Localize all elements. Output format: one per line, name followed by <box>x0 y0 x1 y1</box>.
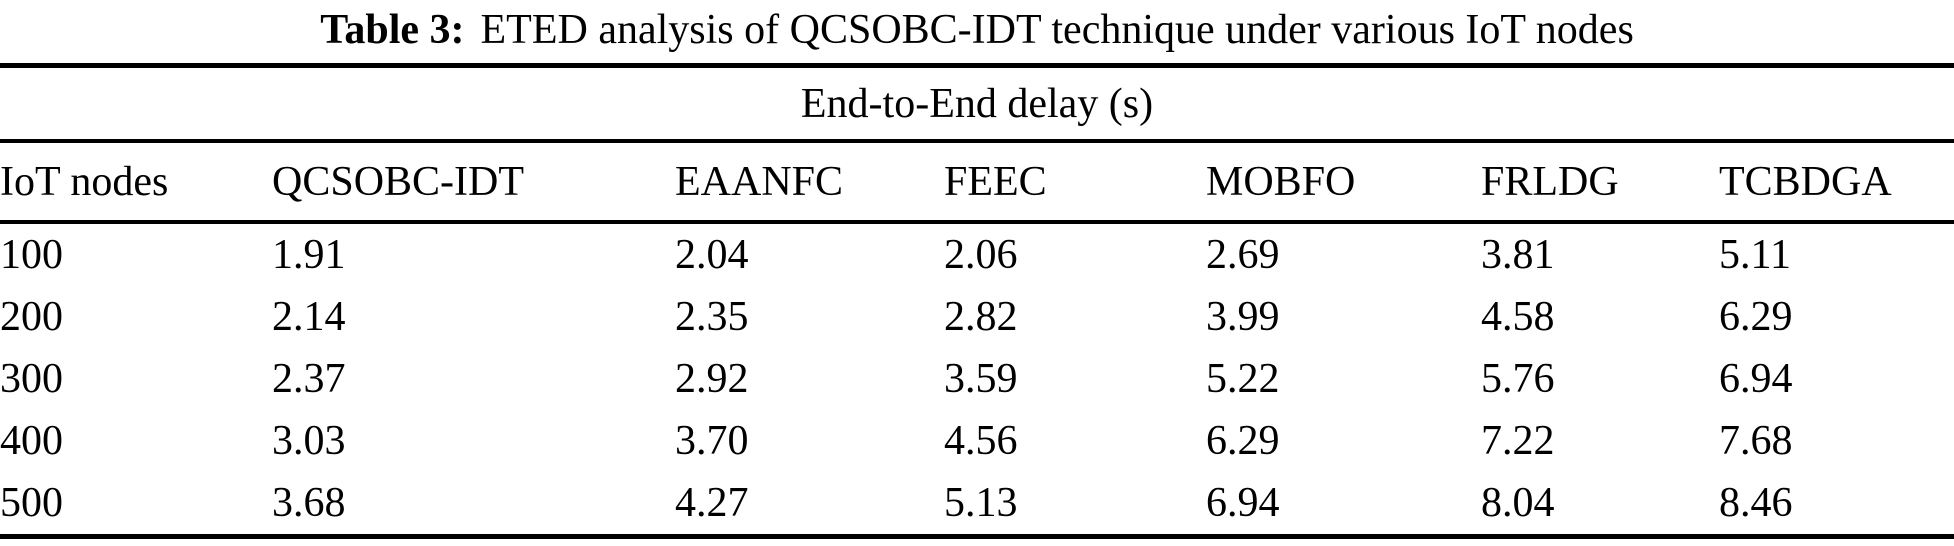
column-header: TCBDGA <box>1719 141 1954 224</box>
span-header-cell: End-to-End delay (s) <box>0 65 1954 143</box>
span-header-row: End-to-End delay (s) <box>0 65 1954 143</box>
table-cell: 3.59 <box>944 356 1018 402</box>
column-header: FEEC <box>944 141 1206 224</box>
table-cell: 2.82 <box>944 294 1018 340</box>
table-cell: 2.92 <box>675 356 749 402</box>
table-cell: 4.56 <box>944 418 1018 464</box>
table-caption-label: Table 3: <box>320 7 465 53</box>
column-header-row: IoT nodes QCSOBC-IDT EAANFC FEEC MOBFO FRLDG T… <box>0 141 1954 224</box>
eted-analysis-table: End-to-End delay (s) IoT nodes QCSOBC-IDT… <box>0 63 1954 539</box>
table-cell: 4.27 <box>675 480 749 526</box>
table-cell: 2.35 <box>675 294 749 340</box>
table-row: 300 2.37 2.92 3.59 5.22 5.76 6.94 <box>0 348 1954 410</box>
column-header: IoT nodes <box>0 141 272 224</box>
table-cell: 5.76 <box>1481 356 1555 402</box>
table-cell: 5.13 <box>944 480 1018 526</box>
table-cell: 2.69 <box>1206 232 1280 278</box>
column-header: MOBFO <box>1206 141 1481 224</box>
row-header-cell: 400 <box>0 418 63 464</box>
row-header-cell: 300 <box>0 356 63 402</box>
table-cell: 1.91 <box>272 232 346 278</box>
table-cell: 2.14 <box>272 294 346 340</box>
table-cell: 3.68 <box>272 480 346 526</box>
table-cell: 5.22 <box>1206 356 1280 402</box>
table-cell: 7.68 <box>1719 418 1793 464</box>
row-header-cell: 200 <box>0 294 63 340</box>
table-cell: 7.22 <box>1481 418 1555 464</box>
table-cell: 3.99 <box>1206 294 1280 340</box>
column-header: FRLDG <box>1481 141 1719 224</box>
table-cell: 2.04 <box>675 232 749 278</box>
table-cell: 8.04 <box>1481 480 1555 526</box>
row-header-cell: 100 <box>0 232 63 278</box>
table-cell: 6.94 <box>1719 356 1793 402</box>
table-cell: 6.29 <box>1206 418 1280 464</box>
table-cell: 4.58 <box>1481 294 1555 340</box>
table-cell: 3.03 <box>272 418 346 464</box>
table-cell: 2.37 <box>272 356 346 402</box>
table-cell: 6.29 <box>1719 294 1793 340</box>
table-row: 400 3.03 3.70 4.56 6.29 7.22 7.68 <box>0 410 1954 472</box>
table-cell: 3.70 <box>675 418 749 464</box>
table-row: 100 1.91 2.04 2.06 2.69 3.81 5.11 <box>0 222 1954 286</box>
table-cell: 2.06 <box>944 232 1018 278</box>
column-header: QCSOBC-IDT <box>272 141 675 224</box>
table-body: 100 1.91 2.04 2.06 2.69 3.81 5.11 200 2.14 2.35 2.… <box>0 222 1954 537</box>
table-row: 500 3.68 4.27 5.13 6.94 8.04 8.46 <box>0 472 1954 537</box>
table-cell: 6.94 <box>1206 480 1280 526</box>
table-caption: Table 3: ETED analysis of QCSOBC-IDT tec… <box>0 0 1954 63</box>
table-row: 200 2.14 2.35 2.82 3.99 4.58 6.29 <box>0 286 1954 348</box>
table-caption-text: ETED analysis of QCSOBC-IDT technique un… <box>480 7 1634 53</box>
table-cell: 8.46 <box>1719 480 1793 526</box>
row-header-cell: 500 <box>0 480 63 526</box>
table-cell: 3.81 <box>1481 232 1555 278</box>
table-cell: 5.11 <box>1719 232 1791 278</box>
column-header: EAANFC <box>675 141 944 224</box>
